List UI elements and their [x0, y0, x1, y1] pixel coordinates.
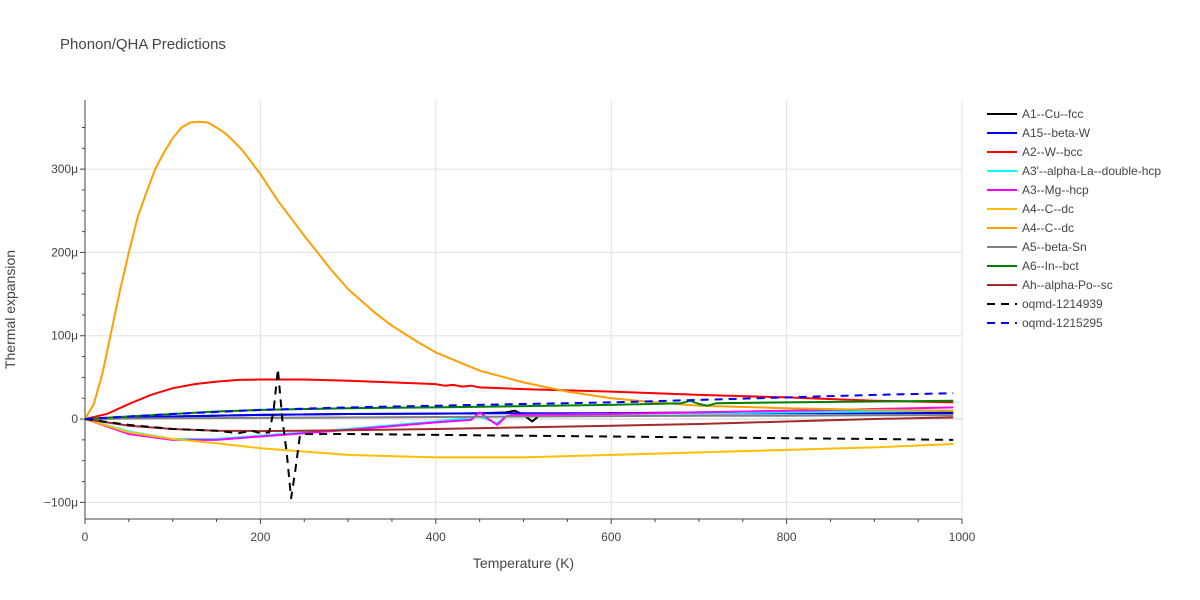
legend-label-5: A4--C--dc [1022, 202, 1074, 216]
series-line-11 [85, 392, 954, 420]
series-line-4 [85, 406, 954, 441]
series-line-10 [85, 368, 954, 500]
legend-label-4: A3--Mg--hcp [1022, 183, 1089, 197]
y-tick-label: 300μ [51, 162, 78, 176]
legend-label-3: A3'--alpha-La--double-hcp [1022, 164, 1161, 178]
legend-label-6: A4--C--dc [1022, 221, 1074, 235]
legend-label-9: Ah--alpha-Po--sc [1022, 278, 1113, 292]
legend-label-11: oqmd-1215295 [1022, 316, 1103, 330]
series-line-2 [85, 378, 954, 420]
series-line-7 [85, 414, 954, 420]
legend-label-8: A6--In--bct [1022, 259, 1079, 273]
y-tick-label: 100μ [51, 329, 78, 343]
y-tick-label: 0 [71, 412, 78, 426]
x-tick-label: 800 [777, 530, 797, 544]
legend-label-2: A2--W--bcc [1022, 145, 1082, 159]
legend-label-7: A5--beta-Sn [1022, 240, 1087, 254]
x-tick-label: 400 [426, 530, 446, 544]
x-tick-label: 0 [82, 530, 89, 544]
y-tick-label: 200μ [51, 245, 78, 259]
series-line-6 [85, 120, 954, 420]
y-tick-label: −100μ [44, 495, 78, 509]
y-axis-title: Thermal expansion [2, 250, 18, 369]
legend-label-10: oqmd-1214939 [1022, 297, 1103, 311]
x-tick-label: 600 [601, 530, 621, 544]
chart-title: Phonon/QHA Predictions [60, 36, 226, 53]
x-tick-label: 200 [250, 530, 270, 544]
legend-label-1: A15--beta-W [1022, 126, 1091, 140]
series-line-5 [85, 418, 954, 459]
x-axis-title: Temperature (K) [473, 555, 574, 571]
legend-label-0: A1--Cu--fcc [1022, 107, 1083, 121]
x-tick-label: 1000 [949, 530, 976, 544]
